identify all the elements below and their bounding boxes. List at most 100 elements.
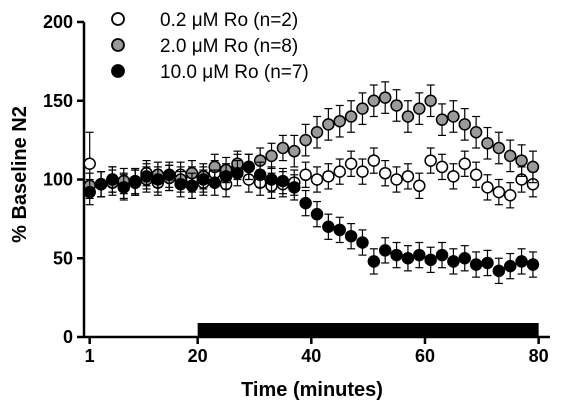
data-point bbox=[276, 141, 290, 155]
data-point bbox=[299, 168, 312, 182]
x-tick-label: 20 bbox=[188, 346, 208, 366]
x-axis-label: Time (minutes) bbox=[241, 379, 383, 401]
data-point bbox=[526, 258, 540, 271]
data-point bbox=[413, 179, 426, 193]
data-point bbox=[481, 256, 494, 270]
data-point bbox=[469, 258, 483, 271]
data-point bbox=[344, 110, 358, 123]
legend-label-3: 10.0 μM Ro (n=7) bbox=[160, 62, 309, 83]
data-point bbox=[413, 248, 426, 262]
data-point bbox=[390, 248, 403, 262]
x-tick-label: 1 bbox=[85, 346, 95, 366]
data-point bbox=[94, 177, 108, 191]
data-point bbox=[208, 176, 221, 189]
data-point bbox=[333, 114, 346, 128]
data-point bbox=[435, 160, 449, 174]
data-point bbox=[151, 173, 165, 186]
data-point bbox=[231, 166, 244, 180]
series-3 bbox=[83, 153, 540, 285]
data-point bbox=[401, 170, 415, 183]
data-point bbox=[276, 174, 290, 188]
data-point bbox=[174, 177, 187, 191]
data-point bbox=[447, 110, 460, 123]
data-point bbox=[447, 170, 460, 183]
data-point bbox=[390, 99, 403, 112]
data-point bbox=[197, 173, 210, 186]
data-point bbox=[344, 229, 358, 243]
data-point bbox=[242, 160, 256, 174]
legend-marker-1 bbox=[111, 12, 125, 26]
drug-application-bar bbox=[197, 323, 539, 337]
data-point bbox=[469, 168, 483, 182]
y-axis-label: % Baseline N2 bbox=[9, 106, 31, 243]
data-point bbox=[458, 252, 472, 265]
data-point bbox=[481, 181, 494, 194]
data-point bbox=[162, 168, 176, 182]
data-point bbox=[185, 179, 199, 193]
data-point bbox=[367, 94, 381, 107]
data-point bbox=[492, 141, 506, 155]
data-point bbox=[356, 102, 369, 115]
legend-marker-3 bbox=[111, 64, 125, 78]
data-point bbox=[458, 118, 472, 131]
data-point bbox=[435, 113, 449, 126]
data-point bbox=[333, 223, 346, 237]
data-point bbox=[322, 118, 335, 131]
data-point bbox=[492, 185, 506, 199]
x-tick-label: 40 bbox=[301, 346, 321, 366]
data-point bbox=[492, 264, 506, 278]
data-point bbox=[515, 255, 528, 268]
x-tick-label: 80 bbox=[529, 346, 549, 366]
data-point bbox=[378, 166, 392, 180]
data-point bbox=[401, 252, 415, 265]
data-point bbox=[322, 170, 335, 183]
data-point bbox=[117, 181, 131, 194]
data-point bbox=[481, 137, 494, 150]
data-point bbox=[367, 255, 381, 268]
data-point bbox=[288, 181, 301, 194]
data-point bbox=[299, 133, 312, 147]
data-point bbox=[265, 149, 278, 163]
data-point bbox=[378, 244, 392, 257]
data-point bbox=[390, 173, 403, 186]
data-point bbox=[356, 236, 369, 249]
data-point bbox=[469, 126, 483, 139]
series-layer bbox=[83, 81, 540, 285]
data-point bbox=[378, 91, 392, 104]
y-tick-label: 200 bbox=[43, 12, 73, 32]
data-point bbox=[310, 126, 324, 139]
data-point bbox=[322, 220, 335, 233]
data-point bbox=[333, 165, 346, 178]
legend-label-1: 0.2 μM Ro (n=2) bbox=[160, 10, 298, 31]
y-tick-label: 100 bbox=[43, 170, 73, 190]
data-point bbox=[140, 170, 153, 183]
legend-marker-2 bbox=[111, 38, 125, 52]
legend: 0.2 μM Ro (n=2) 2.0 μM Ro (n=8) 10.0 μM Ro… bbox=[111, 10, 309, 83]
legend-label-2: 2.0 μM Ro (n=8) bbox=[160, 36, 298, 57]
data-point bbox=[447, 255, 460, 268]
data-point bbox=[526, 160, 540, 174]
data-point bbox=[424, 253, 437, 267]
data-point bbox=[299, 196, 312, 210]
data-point bbox=[401, 110, 415, 123]
data-point bbox=[424, 154, 437, 167]
data-point bbox=[424, 94, 437, 107]
data-point bbox=[219, 170, 233, 183]
data-point bbox=[503, 149, 517, 163]
data-point bbox=[106, 173, 119, 186]
y-tick-label: 0 bbox=[63, 327, 73, 347]
data-point bbox=[83, 157, 96, 170]
x-tick-label: 60 bbox=[415, 346, 435, 366]
data-point bbox=[503, 189, 517, 202]
y-tick-label: 50 bbox=[53, 248, 73, 268]
series-1 bbox=[83, 131, 540, 209]
data-point bbox=[310, 207, 324, 221]
data-point bbox=[435, 248, 449, 262]
data-point bbox=[367, 154, 381, 167]
data-point bbox=[253, 168, 267, 182]
data-point bbox=[503, 259, 517, 273]
data-point bbox=[356, 165, 369, 178]
data-point bbox=[83, 185, 96, 199]
